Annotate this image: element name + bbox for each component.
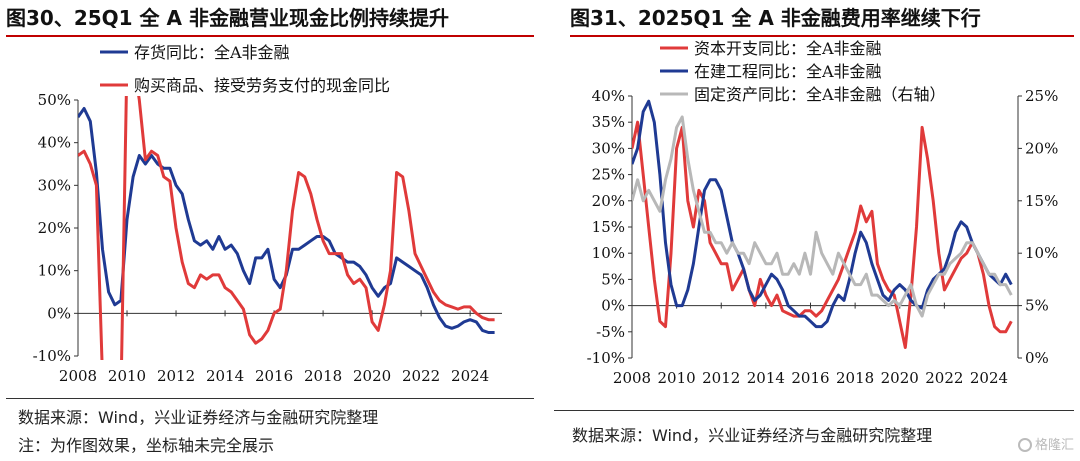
x-tick-label: 2022 [402, 367, 440, 385]
series-line-2 [78, 96, 495, 360]
gelonghui-logo-icon [1017, 438, 1032, 452]
y2-tick-label: 20% [1025, 139, 1058, 157]
figure-31-title-rule [570, 35, 1074, 37]
x-tick-label: 2014 [206, 367, 244, 385]
y-tick-label: 30% [592, 139, 625, 157]
legend-label-2: 购买商品、接受劳务支付的现金同比 [134, 76, 390, 95]
figure-31-source-rule [554, 410, 1074, 411]
x-tick-label: 2020 [353, 367, 391, 385]
figure-31-panel: 图31、2025Q1 全 A 非金融费用率继续下行 -10% -5% 0% 5% 10%… [548, 0, 1080, 461]
figure-30-panel: 图30、25Q1 全 A 非金融营业现金比例持续提升 -10% 0% 10% 20% 3… [6, 6, 534, 455]
y-tick-label: 20% [592, 192, 625, 210]
series-line-2 [632, 99, 1013, 329]
y-tick-label: 50% [38, 91, 71, 109]
x-tick-label: 2012 [157, 367, 195, 385]
x-tick-label: 2012 [702, 369, 740, 387]
y-tick-label: 35% [592, 113, 625, 131]
x-tick-label: 2010 [108, 367, 146, 385]
y-tick-label: 10% [592, 244, 625, 262]
y-tick-label: 25% [592, 166, 625, 184]
figure-30-source-rule [6, 398, 534, 399]
y-tick-label: 30% [38, 176, 71, 194]
y2-tick-label: 0% [1025, 349, 1049, 367]
watermark-text: 格隆汇 [1034, 438, 1074, 453]
y-tick-label: 15% [592, 218, 625, 236]
x-tick-label: 2020 [881, 369, 919, 387]
y-tick-label: -10% [33, 347, 71, 365]
x-tick-label: 2014 [747, 369, 785, 387]
y-tick-label: 10% [38, 262, 71, 280]
figure-31-chart: -10% -5% 0% 5% 10% 15% 20% 25% 30% 35% 40% 0% 5% 10% 1… [587, 39, 1059, 387]
x-tick-label: 2010 [658, 369, 696, 387]
y2-tick-label: 15% [1025, 192, 1058, 210]
y2-tick-label: 10% [1025, 244, 1058, 262]
series-line-1 [78, 107, 495, 334]
y-tick-label: 20% [38, 219, 71, 237]
x-tick-label: 2008 [59, 367, 97, 385]
y-tick-label: 0% [47, 304, 71, 322]
legend-label-2: 在建工程同比：全A非金融 [694, 62, 882, 81]
figure-30-title-rule [6, 35, 534, 37]
y-tick-label: -5% [596, 323, 625, 341]
x-tick-label: 2024 [451, 367, 489, 385]
y-tick-label: 0% [601, 297, 625, 315]
legend-label-1: 资本开支同比：全A非金融 [694, 39, 882, 58]
watermark: 格隆汇 [1017, 434, 1074, 453]
y-tick-label: 40% [592, 87, 625, 105]
x-tick-label: 2018 [836, 369, 874, 387]
figure-31-title: 图31、2025Q1 全 A 非金融费用率继续下行 [570, 6, 981, 30]
figure-30-title: 图30、25Q1 全 A 非金融营业现金比例持续提升 [6, 6, 449, 30]
x-tick-label: 2016 [791, 369, 829, 387]
series-line-1 [632, 120, 1013, 349]
y-tick-label: 5% [601, 270, 625, 288]
y2-tick-label: 25% [1025, 87, 1058, 105]
x-tick-label: 2022 [925, 369, 963, 387]
x-tick-label: 2018 [304, 367, 342, 385]
figure-30-source: 数据来源：Wind，兴业证券经济与金融研究院整理 [18, 408, 379, 427]
series-line-3 [632, 115, 1013, 318]
x-tick-label: 2008 [613, 369, 651, 387]
y2-tick-label: 5% [1025, 297, 1049, 315]
y-tick-label: -10% [587, 349, 625, 367]
figure-30-note: 注：为作图效果，坐标轴未完全展示 [18, 436, 275, 455]
figure-30-chart: -10% 0% 10% 20% 30% 40% 50% 2008 2010 2012 2014 201… [33, 43, 502, 385]
x-tick-label: 2016 [255, 367, 293, 385]
figure-31-source: 数据来源：Wind，兴业证券经济与金融研究院整理 [572, 426, 933, 445]
legend-label-1: 存货同比：全A非金融 [134, 43, 290, 62]
legend-label-3: 固定资产同比：全A非金融（右轴） [694, 85, 946, 104]
x-tick-label: 2024 [970, 369, 1008, 387]
y-tick-label: 40% [38, 134, 71, 152]
